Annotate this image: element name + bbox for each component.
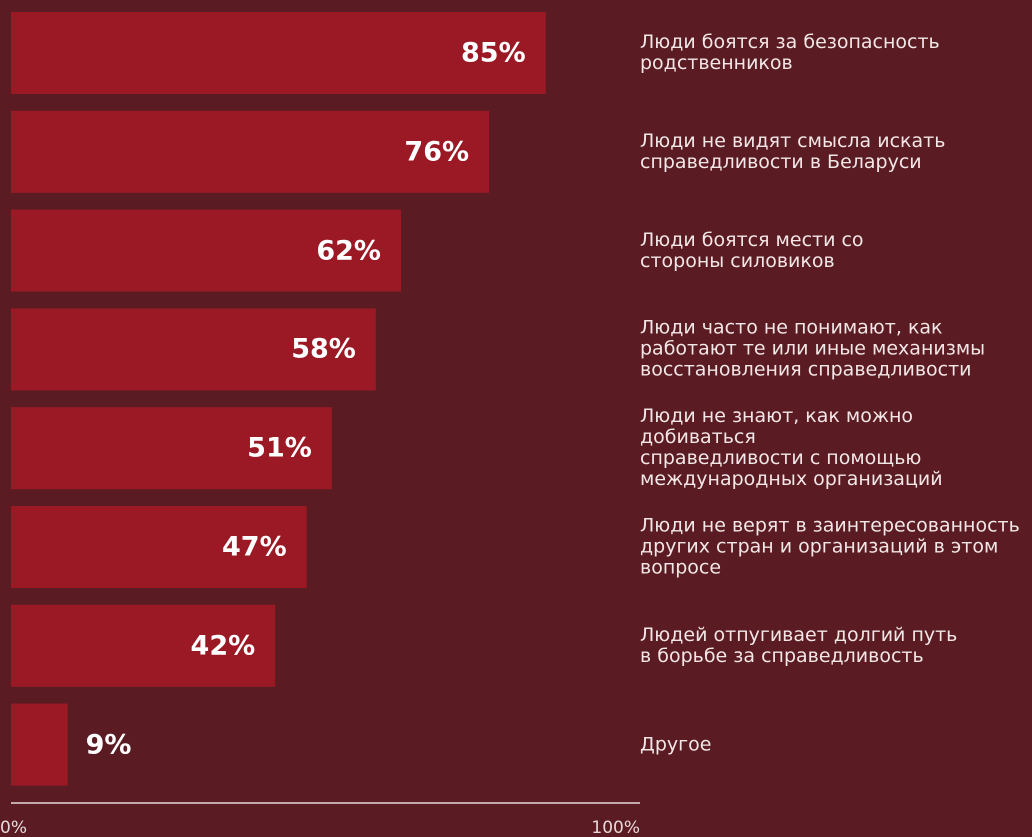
- value-label: 58%: [291, 333, 356, 365]
- bar: [11, 604, 276, 687]
- x-tick-label: 0%: [0, 818, 27, 837]
- bar: [11, 703, 68, 786]
- category-label: Людей отпугивает долгий путь в борьбе за…: [640, 623, 958, 667]
- category-label: Люди боятся мести со стороны силовиков: [640, 228, 864, 272]
- bar: [11, 110, 490, 193]
- category-label: Люди часто не понимают, как работают те …: [640, 316, 986, 381]
- category-label: Люди не видят смысла искать справедливос…: [640, 129, 946, 173]
- category-label: Другое: [640, 733, 712, 756]
- value-label: 76%: [404, 136, 470, 168]
- bar: [11, 308, 376, 391]
- bar: [11, 12, 546, 94]
- value-label: 47%: [222, 531, 287, 563]
- value-label: 62%: [316, 235, 381, 267]
- value-label: 9%: [85, 729, 132, 761]
- bar: [11, 209, 401, 292]
- category-label: Люди не верят в заинтересованность други…: [640, 514, 1020, 579]
- category-label: Люди не знают, как можно добиваться спра…: [640, 405, 943, 491]
- value-label: 42%: [190, 630, 256, 662]
- bar: [11, 407, 332, 490]
- x-tick-label: 100%: [591, 818, 640, 837]
- bar: [11, 506, 307, 588]
- value-label: 85%: [461, 37, 526, 69]
- value-label: 51%: [247, 432, 312, 464]
- category-label: Люди боятся за безопасность родственнико…: [640, 31, 940, 74]
